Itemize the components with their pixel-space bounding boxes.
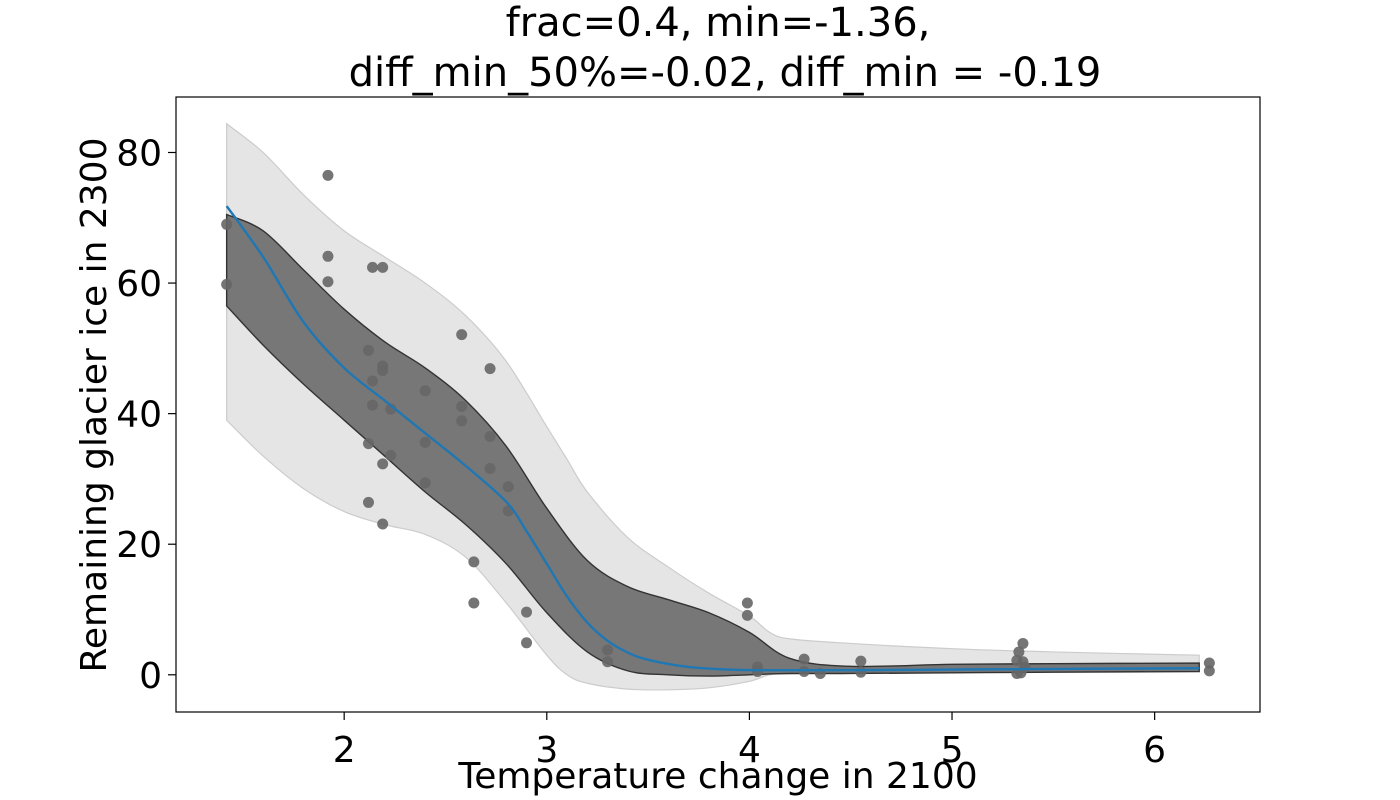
data-point xyxy=(602,656,614,668)
data-point xyxy=(521,637,533,649)
data-point xyxy=(741,597,753,609)
data-point xyxy=(752,666,764,678)
chart-title-line-2: diff_min_50%=-0.02, diff_min = -0.19 xyxy=(349,50,1102,96)
y-tick-label: 80 xyxy=(116,133,162,174)
data-point xyxy=(468,597,480,609)
median-line xyxy=(225,205,1200,672)
x-axis: 2 3 4 5 6 xyxy=(333,712,1166,771)
data-point xyxy=(419,436,431,448)
data-point xyxy=(456,415,468,427)
data-point xyxy=(322,169,334,181)
data-point xyxy=(322,276,334,288)
data-point xyxy=(741,609,753,621)
data-point xyxy=(377,261,389,273)
data-point xyxy=(367,375,379,387)
data-point xyxy=(798,653,810,665)
x-tick-label: 4 xyxy=(738,730,761,771)
y-tick-label: 60 xyxy=(116,264,162,305)
plot-frame xyxy=(175,96,1261,713)
y-axis: 0 20 40 60 80 xyxy=(116,133,176,697)
chart-title-line-1: frac=0.4, min=-1.36, xyxy=(506,0,931,46)
x-axis-label: Temperature change in 2100 xyxy=(457,756,977,797)
data-point xyxy=(362,344,374,356)
data-point xyxy=(1017,637,1029,649)
data-point xyxy=(362,496,374,508)
x-tick-label: 2 xyxy=(333,730,356,771)
plot-area xyxy=(221,122,1215,691)
x-tick-label: 3 xyxy=(535,730,558,771)
data-point xyxy=(367,261,379,273)
data-point xyxy=(1203,665,1215,677)
y-tick-label: 0 xyxy=(139,656,162,697)
data-point xyxy=(377,458,389,470)
data-point xyxy=(377,518,389,530)
x-tick-label: 5 xyxy=(941,730,964,771)
y-tick-label: 40 xyxy=(116,395,162,436)
points-layer xyxy=(221,169,1215,679)
data-point xyxy=(385,449,397,461)
data-point xyxy=(419,477,431,489)
data-point xyxy=(362,438,374,450)
data-point xyxy=(1013,646,1025,658)
data-point xyxy=(521,606,533,618)
data-point xyxy=(484,430,496,442)
data-point xyxy=(456,329,468,341)
data-point xyxy=(221,278,233,290)
data-point xyxy=(377,365,389,377)
data-point xyxy=(456,400,468,412)
y-tick-label: 20 xyxy=(116,525,162,566)
line-layer xyxy=(225,205,1200,672)
data-point xyxy=(502,481,514,493)
x-tick-label: 6 xyxy=(1143,730,1166,771)
data-point xyxy=(1203,657,1215,669)
data-point xyxy=(419,385,431,397)
data-point xyxy=(484,462,496,474)
data-point xyxy=(1019,661,1031,673)
data-point xyxy=(367,399,379,411)
y-axis-label: Remaining glacier ice in 2300 xyxy=(74,138,115,673)
data-point xyxy=(798,666,810,678)
data-point xyxy=(468,556,480,568)
data-point xyxy=(322,250,334,262)
data-point xyxy=(855,666,867,678)
data-point xyxy=(221,218,233,230)
data-point xyxy=(602,644,614,656)
data-point xyxy=(484,363,496,375)
data-point xyxy=(855,655,867,667)
